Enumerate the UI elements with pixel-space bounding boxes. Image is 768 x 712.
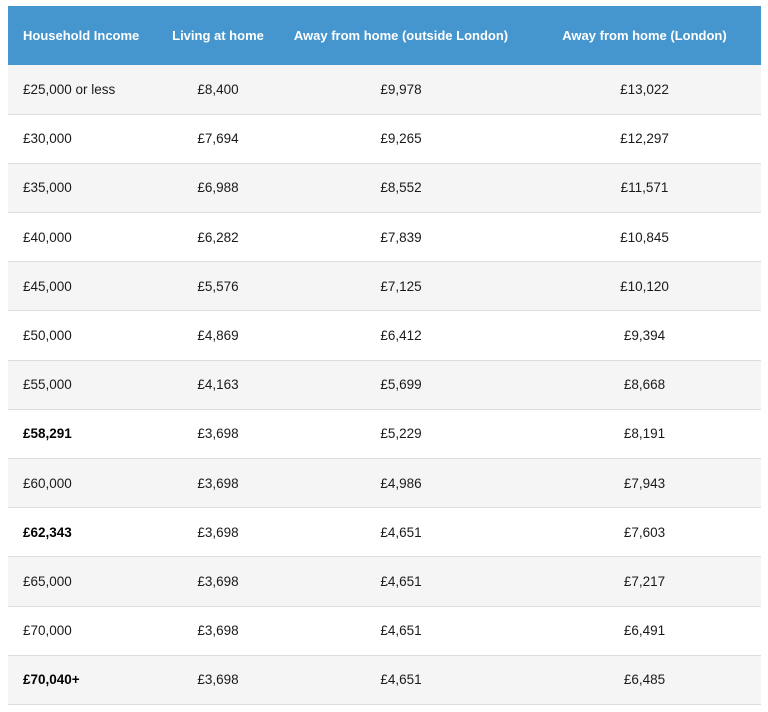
living-at-home-cell: £3,698 <box>197 573 239 589</box>
income-cell: £70,040+ <box>23 672 80 688</box>
outside-london-cell: £9,265 <box>380 131 422 147</box>
income-cell: £45,000 <box>23 278 72 294</box>
london-cell: £11,571 <box>620 180 669 196</box>
living-at-home-cell: £8,400 <box>197 81 239 97</box>
income-cell: £62,343 <box>23 524 72 540</box>
header-row: Household Income Living at home Away fro… <box>8 6 761 65</box>
outside-london-cell: £7,125 <box>380 278 422 294</box>
london-cell: £7,943 <box>623 475 666 491</box>
living-at-home-cell: £5,576 <box>197 278 239 294</box>
living-at-home-cell: £7,694 <box>197 131 239 147</box>
outside-london-cell: £4,651 <box>380 524 422 540</box>
table-header: Household Income Living at home Away fro… <box>8 6 761 65</box>
outside-london-cell: £8,552 <box>380 180 422 196</box>
table-row: £45,000 £5,576 £7,125 £10,120 <box>8 261 761 311</box>
outside-london-cell: £4,651 <box>380 623 422 639</box>
income-cell: £70,000 <box>23 623 72 639</box>
living-at-home-cell: £3,698 <box>197 426 239 442</box>
outside-london-cell: £4,986 <box>380 475 422 491</box>
table-row: £40,000 £6,282 £7,839 £10,845 <box>8 212 761 262</box>
living-at-home-cell: £6,282 <box>197 229 239 245</box>
income-cell: £40,000 <box>23 229 72 245</box>
income-cell: £30,000 <box>23 131 72 147</box>
income-cell: £50,000 <box>23 328 72 344</box>
income-cell: £25,000 or less <box>23 81 116 97</box>
outside-london-cell: £4,651 <box>380 672 422 688</box>
london-cell: £8,191 <box>623 426 666 442</box>
london-cell: £12,297 <box>620 131 669 147</box>
living-at-home-cell: £6,988 <box>197 180 239 196</box>
london-cell: £6,485 <box>623 672 666 688</box>
london-cell: £10,120 <box>620 278 669 294</box>
table-row: £62,343 £3,698 £4,651 £7,603 <box>8 507 761 557</box>
outside-london-cell: £9,978 <box>380 81 422 97</box>
table-row: £70,040+ £3,698 £4,651 £6,485 <box>8 655 761 705</box>
loan-table-container: Household Income Living at home Away fro… <box>8 6 761 705</box>
outside-london-cell: £4,651 <box>380 573 422 589</box>
table-row: £70,000 £3,698 £4,651 £6,491 <box>8 606 761 656</box>
table-row: £30,000 £7,694 £9,265 £12,297 <box>8 114 761 164</box>
living-at-home-cell: £3,698 <box>197 475 239 491</box>
header-living-at-home: Living at home <box>172 28 264 43</box>
london-cell: £13,022 <box>620 81 669 97</box>
income-cell: £55,000 <box>23 377 72 393</box>
table-row: £50,000 £4,869 £6,412 £9,394 <box>8 310 761 361</box>
living-at-home-cell: £3,698 <box>197 672 239 688</box>
outside-london-cell: £5,699 <box>380 377 422 393</box>
table-row: £60,000 £3,698 £4,986 £7,943 <box>8 458 761 508</box>
london-cell: £7,603 <box>623 524 666 540</box>
london-cell: £7,217 <box>623 573 666 589</box>
header-household-income: Household Income <box>23 28 140 43</box>
london-cell: £9,394 <box>623 328 666 344</box>
table-row: £65,000 £3,698 £4,651 £7,217 <box>8 556 761 607</box>
table-body: £25,000 or less £8,400 £9,978 £13,022 £30,00… <box>8 65 761 705</box>
table-row: £58,291 £3,698 £5,229 £8,191 <box>8 409 761 459</box>
outside-london-cell: £5,229 <box>380 426 422 442</box>
table-row: £25,000 or less £8,400 £9,978 £13,022 <box>8 65 761 115</box>
maintenance-loan-table: Household Income Living at home Away fro… <box>8 6 761 705</box>
income-cell: £60,000 <box>23 475 72 491</box>
living-at-home-cell: £4,163 <box>197 377 239 393</box>
london-cell: £10,845 <box>620 229 669 245</box>
income-cell: £65,000 <box>23 573 72 589</box>
table-row: £35,000 £6,988 £8,552 £11,571 <box>8 163 761 213</box>
london-cell: £8,668 <box>623 377 666 393</box>
living-at-home-cell: £4,869 <box>197 328 239 344</box>
header-away-outside-london: Away from home (outside London) <box>293 28 509 43</box>
london-cell: £6,491 <box>623 623 666 639</box>
living-at-home-cell: £3,698 <box>197 524 239 540</box>
outside-london-cell: £6,412 <box>380 328 422 344</box>
table-row: £55,000 £4,163 £5,699 £8,668 <box>8 360 761 410</box>
outside-london-cell: £7,839 <box>380 229 422 245</box>
income-cell: £35,000 <box>23 180 72 196</box>
living-at-home-cell: £3,698 <box>197 623 239 639</box>
header-away-london: Away from home (London) <box>562 28 727 43</box>
income-cell: £58,291 <box>23 426 72 442</box>
